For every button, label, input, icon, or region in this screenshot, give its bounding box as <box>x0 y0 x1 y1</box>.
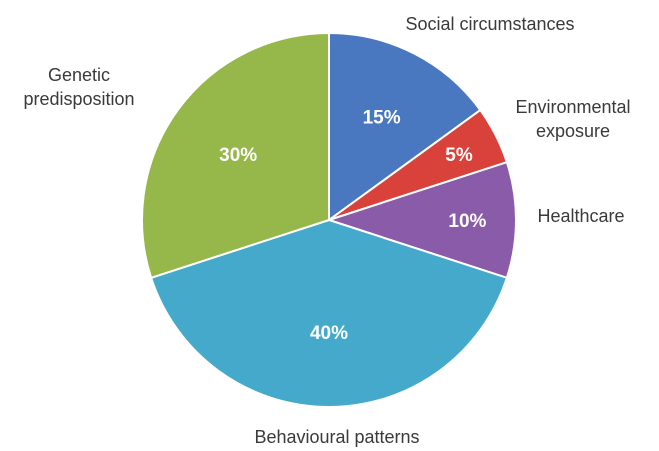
category-label-line: predisposition <box>23 89 134 109</box>
slice-category-social-circumstances: Social circumstances <box>405 14 574 34</box>
category-label-line: Behavioural patterns <box>254 427 419 447</box>
slice-value-social-circumstances: 15% <box>363 108 401 129</box>
slice-value-environmental-exposure: 5% <box>445 145 473 166</box>
slice-value-genetic-predisposition: 30% <box>219 145 257 166</box>
pie-slice-social-circumstances <box>328 32 482 221</box>
pie-slice-healthcare <box>328 161 517 279</box>
slice-value-labels: 15% 5% 10% 40% 30% <box>219 108 486 345</box>
category-label-line: Genetic <box>48 65 110 85</box>
category-label-line: Social circumstances <box>405 14 574 34</box>
pie-slices <box>141 32 517 409</box>
slice-category-environmental-exposure: Environmental exposure <box>515 97 630 141</box>
slice-category-healthcare: Healthcare <box>537 206 624 226</box>
slice-category-genetic-predisposition: Genetic predisposition <box>23 65 134 109</box>
slice-value-behavioural-patterns: 40% <box>310 323 348 344</box>
pie-slice-behavioural-patterns <box>150 219 508 409</box>
pie-slice-genetic-predisposition <box>141 32 330 279</box>
slice-category-labels: Social circumstances Environmental exposur… <box>23 14 630 447</box>
slice-category-behavioural-patterns: Behavioural patterns <box>254 427 419 447</box>
slice-value-healthcare: 10% <box>448 211 486 232</box>
category-label-line: Healthcare <box>537 206 624 226</box>
category-label-line: exposure <box>536 121 610 141</box>
category-label-line: Environmental <box>515 97 630 117</box>
